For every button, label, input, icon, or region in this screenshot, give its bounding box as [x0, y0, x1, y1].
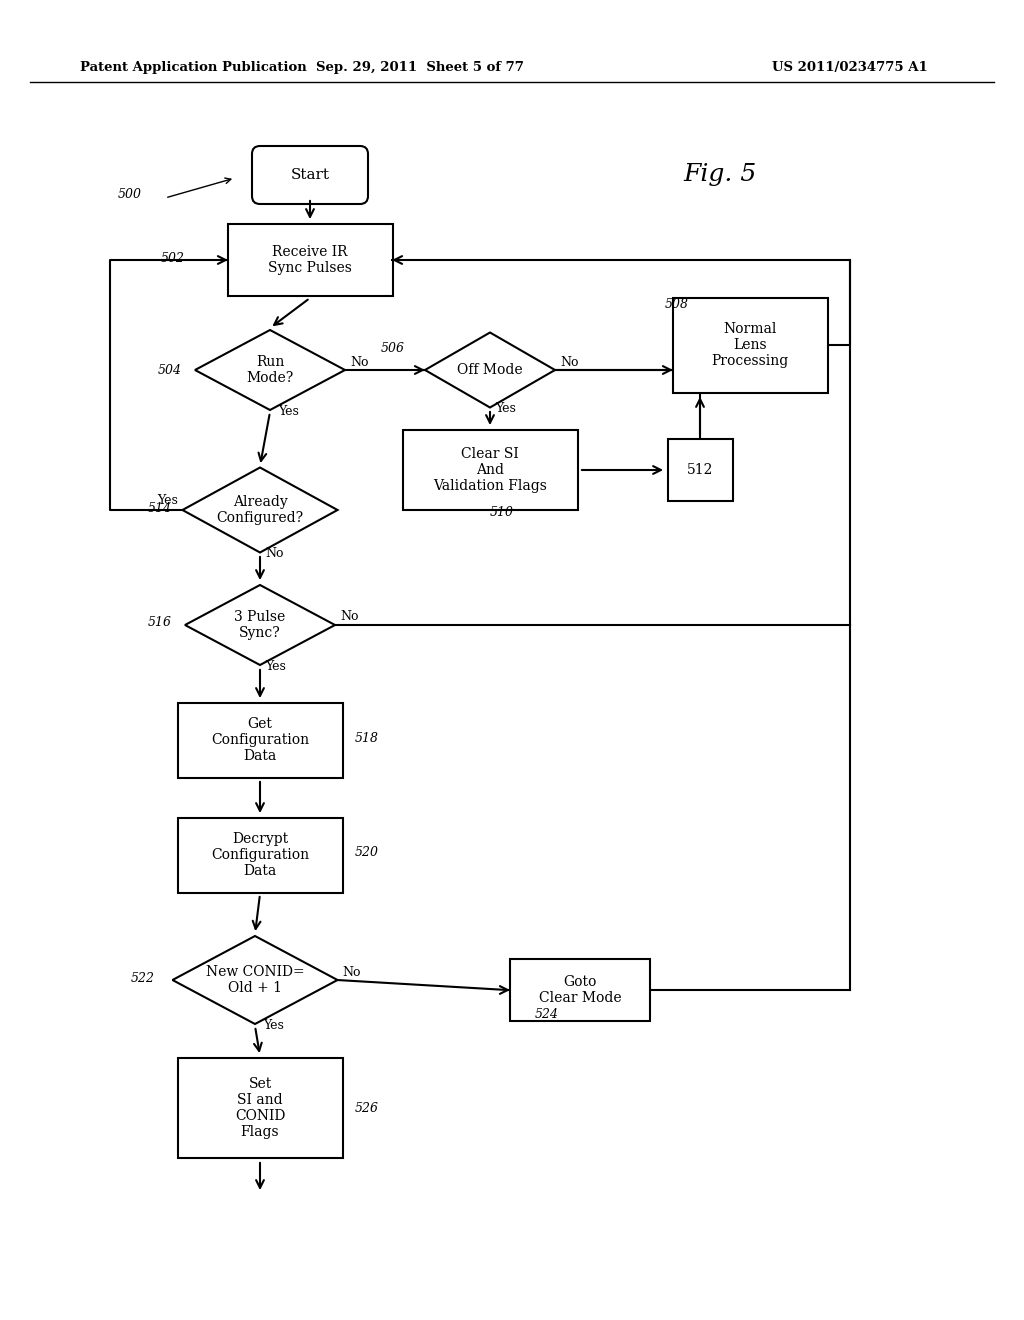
Text: 510: 510: [490, 506, 514, 519]
Text: 504: 504: [158, 363, 182, 376]
Text: Start: Start: [291, 168, 330, 182]
Text: 522: 522: [131, 972, 155, 985]
Text: US 2011/0234775 A1: US 2011/0234775 A1: [772, 62, 928, 74]
Text: 526: 526: [355, 1101, 379, 1114]
FancyBboxPatch shape: [177, 817, 342, 892]
Text: Patent Application Publication: Patent Application Publication: [80, 62, 307, 74]
FancyBboxPatch shape: [227, 224, 392, 296]
Text: Normal
Lens
Processing: Normal Lens Processing: [712, 322, 788, 368]
Polygon shape: [425, 333, 555, 408]
Text: No: No: [265, 546, 284, 560]
Text: Clear SI
And
Validation Flags: Clear SI And Validation Flags: [433, 446, 547, 494]
Text: Yes: Yes: [265, 660, 286, 673]
Text: 506: 506: [381, 342, 406, 355]
Text: 516: 516: [148, 616, 172, 630]
Text: Yes: Yes: [157, 494, 178, 507]
Text: Run
Mode?: Run Mode?: [247, 355, 294, 385]
Text: Yes: Yes: [495, 403, 516, 414]
Text: Off Mode: Off Mode: [457, 363, 523, 378]
Text: 520: 520: [355, 846, 379, 859]
Text: Fig. 5: Fig. 5: [683, 164, 757, 186]
Text: No: No: [350, 355, 369, 368]
FancyBboxPatch shape: [402, 430, 578, 510]
Text: Receive IR
Sync Pulses: Receive IR Sync Pulses: [268, 246, 352, 275]
Text: Already
Configured?: Already Configured?: [216, 495, 303, 525]
Text: 502: 502: [161, 252, 185, 264]
Text: New CONID=
Old + 1: New CONID= Old + 1: [206, 965, 304, 995]
Text: No: No: [340, 610, 358, 623]
FancyBboxPatch shape: [673, 297, 827, 392]
Text: 524: 524: [535, 1008, 559, 1022]
Text: Decrypt
Configuration
Data: Decrypt Configuration Data: [211, 832, 309, 878]
Text: 512: 512: [687, 463, 713, 477]
Text: Yes: Yes: [278, 405, 299, 418]
Polygon shape: [182, 467, 338, 553]
Text: No: No: [342, 965, 360, 978]
FancyBboxPatch shape: [668, 440, 732, 502]
Text: 500: 500: [118, 189, 142, 202]
Text: 514: 514: [148, 502, 172, 515]
Text: Set
SI and
CONID
Flags: Set SI and CONID Flags: [234, 1077, 286, 1139]
Polygon shape: [195, 330, 345, 411]
Text: Yes: Yes: [263, 1019, 284, 1032]
Polygon shape: [185, 585, 335, 665]
FancyBboxPatch shape: [510, 960, 650, 1020]
Text: 508: 508: [665, 298, 689, 312]
Text: Sep. 29, 2011  Sheet 5 of 77: Sep. 29, 2011 Sheet 5 of 77: [316, 62, 524, 74]
Polygon shape: [172, 936, 338, 1024]
Text: 518: 518: [355, 731, 379, 744]
FancyBboxPatch shape: [177, 702, 342, 777]
FancyBboxPatch shape: [177, 1059, 342, 1158]
Text: 3 Pulse
Sync?: 3 Pulse Sync?: [234, 610, 286, 640]
Text: Goto
Clear Mode: Goto Clear Mode: [539, 975, 622, 1005]
FancyBboxPatch shape: [252, 147, 368, 205]
Text: No: No: [560, 355, 579, 368]
Text: Get
Configuration
Data: Get Configuration Data: [211, 717, 309, 763]
